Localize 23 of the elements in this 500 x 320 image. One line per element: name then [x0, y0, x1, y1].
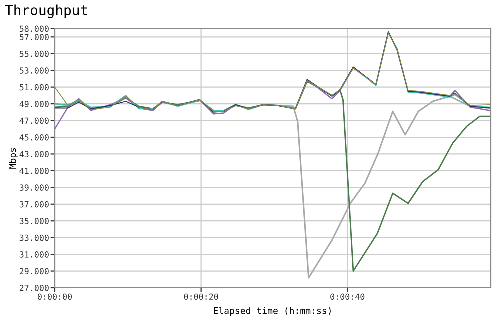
y-tick-label: 41.000 — [20, 168, 49, 174]
y-tick-label: 47.000 — [20, 118, 49, 124]
y-tick-label: 35.000 — [20, 218, 49, 224]
y-tick-label: 43.000 — [20, 151, 49, 158]
y-tick-label: 37.000 — [20, 201, 49, 208]
chart-title: Throughput — [5, 4, 88, 18]
x-tick-label: 0:00:40 — [330, 294, 365, 300]
y-tick-label: 29.000 — [20, 268, 49, 275]
y-tick-label: 49.000 — [20, 101, 49, 108]
x-axis-title: Elapsed time (h:mm:ss) — [214, 307, 331, 316]
y-tick-label: 31.000 — [20, 252, 49, 258]
y-tick-label: 53.000 — [20, 68, 49, 74]
y-tick-label: 45.000 — [20, 134, 49, 141]
y-tick-label: 51.000 — [20, 84, 49, 91]
y-tick-label: 27.000 — [20, 285, 49, 292]
y-axis-title: Mbps — [9, 148, 18, 169]
y-tick-label: 55.000 — [20, 50, 49, 58]
y-tick-label: 57.000 — [20, 34, 49, 40]
x-tick-label: 0:00:00 — [38, 294, 72, 300]
x-tick-label: 0:00:20 — [184, 294, 218, 300]
y-tick-label: 58.000 — [20, 26, 49, 32]
y-tick-label: 33.000 — [20, 234, 49, 242]
y-tick-label: 39.000 — [20, 184, 49, 191]
